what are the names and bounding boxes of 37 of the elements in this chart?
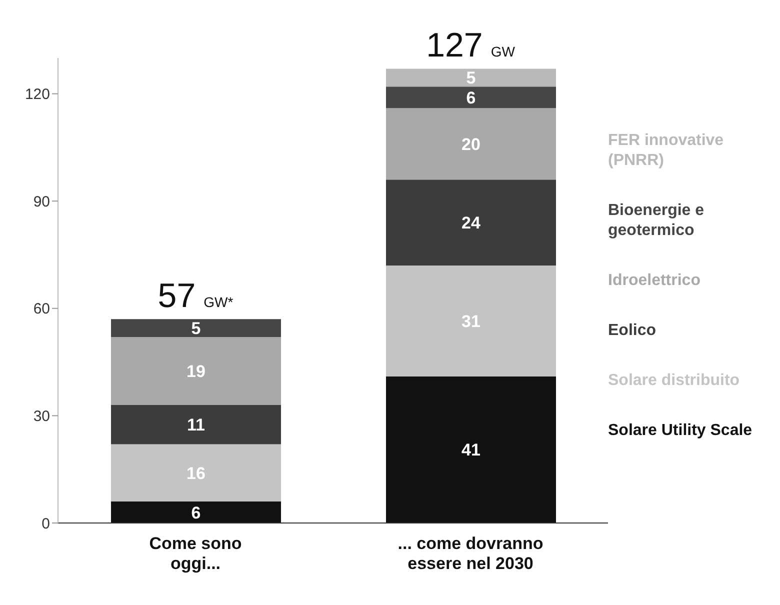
data-label: 6	[191, 503, 201, 522]
text: Solare Utility Scale	[608, 420, 754, 440]
total-label: 57 GW*	[158, 277, 234, 316]
y-tick-label: 60	[33, 300, 50, 318]
text: FER innovative (PNRR)	[608, 130, 725, 170]
data-label: 19	[186, 362, 206, 382]
data-label: 6	[466, 88, 476, 108]
x-tick-label: Come sono oggi...	[149, 534, 242, 573]
bar	[386, 68, 556, 87]
bar	[386, 108, 556, 180]
text: Solare distribuito	[608, 370, 741, 390]
data-label: 5	[191, 319, 201, 338]
bar	[111, 444, 281, 502]
text: Bioenergie e geotermico	[608, 200, 706, 240]
data-label: 20	[462, 134, 480, 154]
data-label: 16	[186, 464, 206, 483]
y-tick-label: 30	[33, 408, 50, 426]
y-tick-label: 90	[33, 193, 50, 210]
bar	[386, 265, 556, 376]
data-label: 5	[466, 68, 476, 88]
x-tick-label: ... come dovranno essere nel 2030	[398, 534, 544, 573]
bar	[111, 319, 281, 337]
bar	[111, 337, 281, 405]
total-label: 127 GW	[426, 26, 516, 65]
y-tick-label: 0	[42, 515, 50, 532]
text: Eolico	[608, 320, 658, 340]
bar	[111, 404, 281, 444]
data-label: 41	[462, 440, 480, 460]
text: Idroelettrico	[608, 270, 702, 290]
y-tick-label: 120	[24, 86, 50, 104]
bar	[386, 376, 556, 523]
data-label: 11	[187, 416, 205, 435]
bar	[386, 86, 556, 108]
data-label: 24	[462, 214, 481, 233]
data-label: 31	[462, 312, 480, 331]
bar	[111, 502, 281, 523]
bar	[386, 180, 556, 266]
